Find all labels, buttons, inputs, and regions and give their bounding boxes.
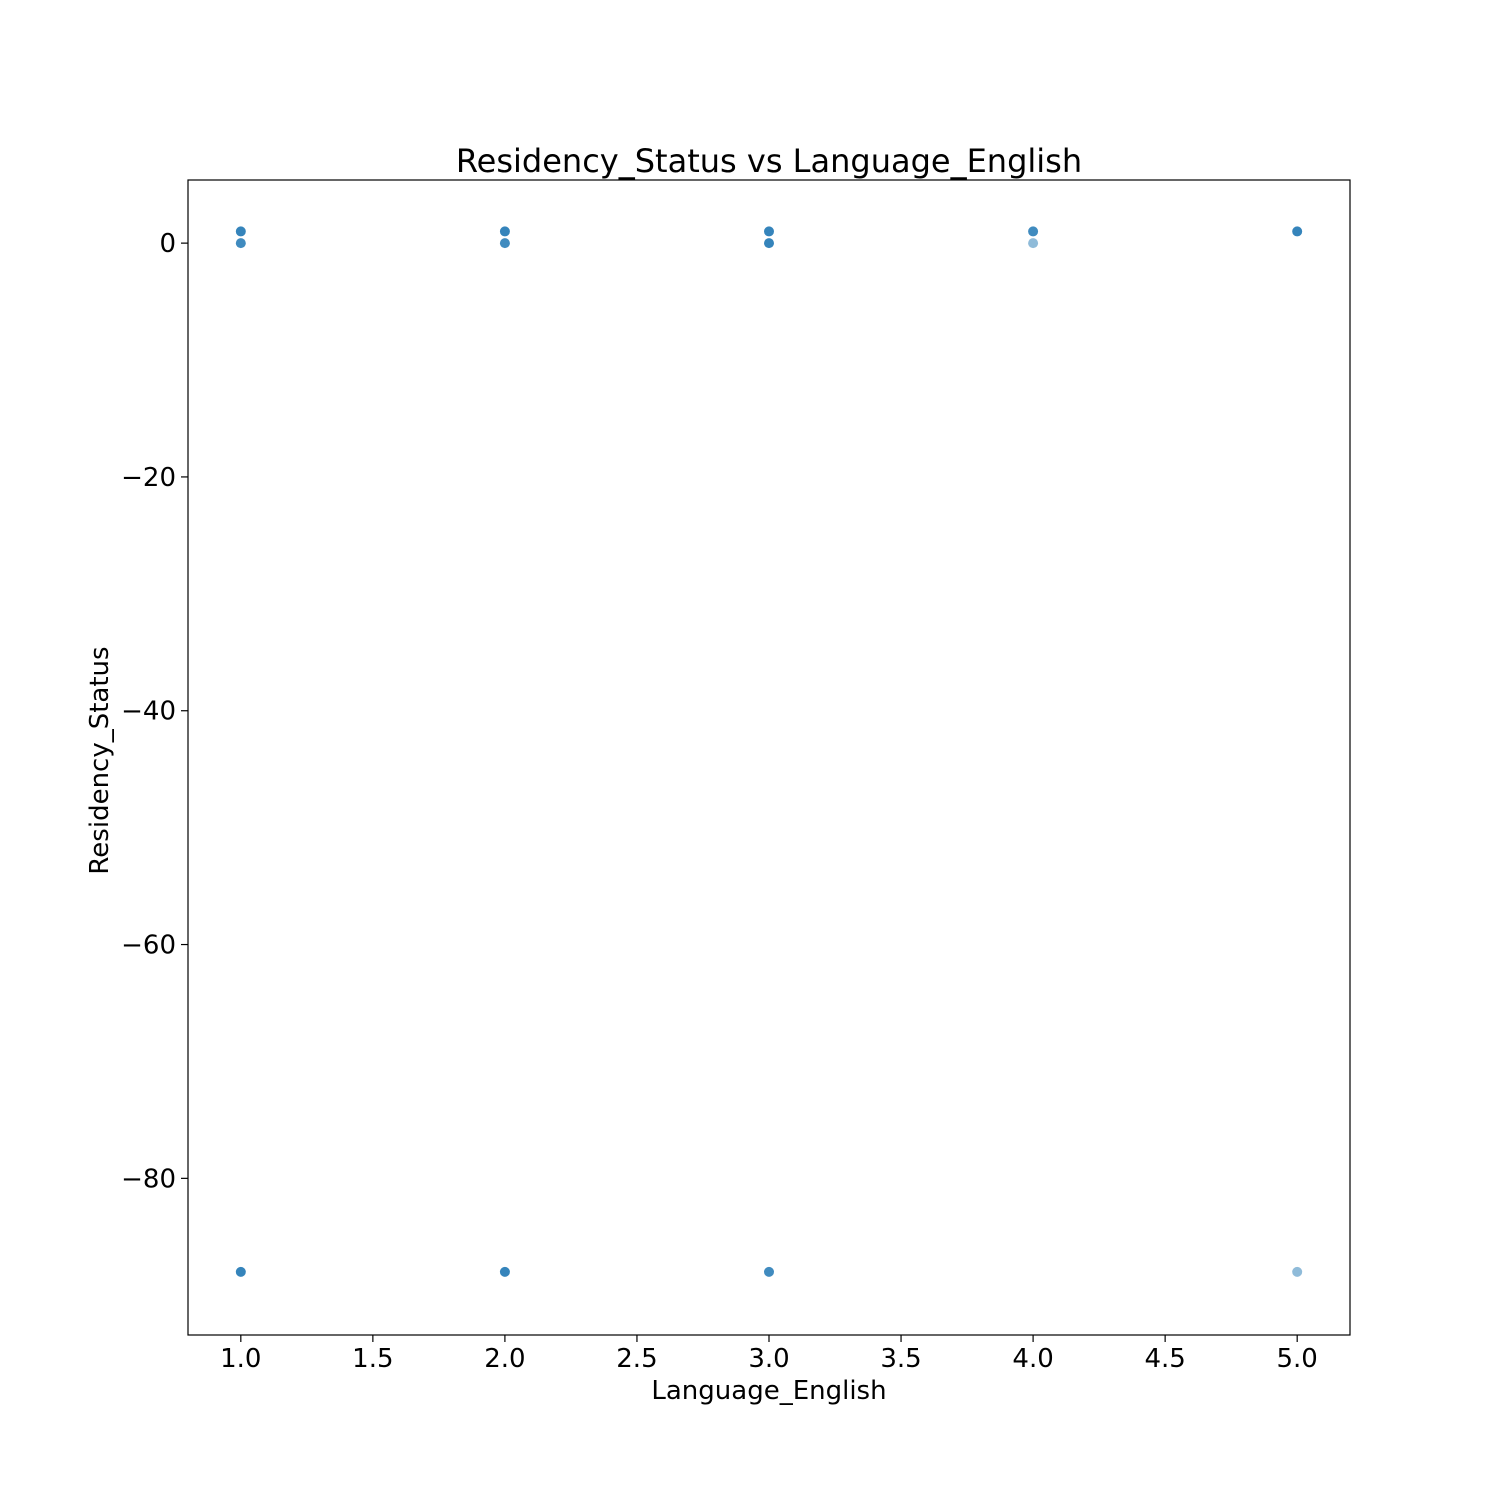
x-tick-label: 5.0	[1277, 1344, 1318, 1374]
x-tick-label: 2.5	[616, 1344, 657, 1374]
y-axis-label: Residency_Status	[85, 646, 115, 874]
scatter-point	[235, 238, 246, 249]
x-axis-label: Language_English	[651, 1376, 886, 1406]
chart-title: Residency_Status vs Language_English	[456, 142, 1082, 180]
y-tick-label: −60	[121, 931, 176, 961]
y-tick-label: −20	[121, 463, 176, 493]
scatter-point	[1292, 226, 1303, 237]
scatter-point	[1292, 1266, 1303, 1277]
x-axis-ticks: 1.0 1.5 2.0 2.5 3.0 3.5 4.0 4.5 5.0	[220, 1335, 1318, 1374]
scatter-point	[1028, 238, 1039, 249]
x-tick-label: 3.5	[880, 1344, 921, 1374]
scatter-point	[235, 226, 246, 237]
y-tick-label: −40	[121, 697, 176, 727]
y-tick-label: −80	[121, 1164, 176, 1194]
points-layer	[235, 226, 1303, 1277]
scatter-point	[764, 238, 774, 249]
scatter-point	[764, 226, 774, 237]
x-tick-label: 4.5	[1144, 1344, 1185, 1374]
scatter-point	[235, 1266, 246, 1277]
x-tick-label: 1.0	[220, 1344, 261, 1374]
x-tick-label: 2.0	[484, 1344, 525, 1374]
scatter-point	[499, 238, 510, 249]
scatter-point	[1028, 226, 1039, 237]
x-tick-label: 3.0	[748, 1344, 789, 1374]
scatter-point	[499, 226, 510, 237]
y-tick-label: 0	[159, 229, 176, 259]
x-tick-label: 4.0	[1012, 1344, 1053, 1374]
scatter-point	[764, 1266, 774, 1277]
scatter-point	[499, 1266, 510, 1277]
y-axis-ticks: 0 −20 −40 −60 −80	[121, 229, 188, 1194]
x-tick-label: 1.5	[352, 1344, 393, 1374]
